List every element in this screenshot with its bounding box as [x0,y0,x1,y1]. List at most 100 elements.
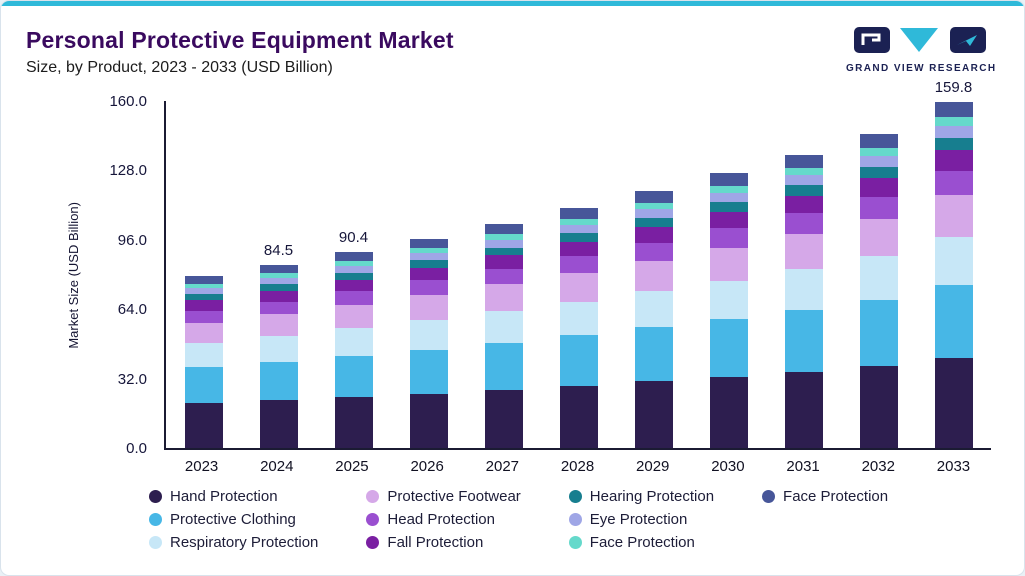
bar-stack [184,276,223,448]
x-tick-label: 2031 [786,458,820,475]
accent-strip [1,1,1024,6]
legend-color-dot [366,513,380,526]
bar-segment [259,336,298,362]
bar-segment [859,300,898,367]
bar-segment [334,272,373,280]
bar-segment [709,247,748,281]
bar-segment [259,314,298,337]
bar-segment [784,175,823,186]
bar-segment [409,253,448,261]
page-subtitle: Size, by Product, 2023 - 2033 (USD Billi… [26,59,333,76]
legend-item: Protective Footwear [366,488,521,505]
x-tick-label: 2023 [184,458,219,475]
bar-segment [709,211,748,229]
bar-segment [484,247,523,256]
bar-segment [484,268,523,285]
bar-segment [334,252,373,261]
bar-segment [559,256,598,273]
y-tick-label: 128.0 [109,162,147,180]
bar-segment [634,209,673,219]
legend-label: Face Protection [589,534,695,551]
bar-segment [634,327,673,382]
bar-segment [484,284,523,312]
bar-2026 [391,101,466,448]
bar-segment [784,310,823,372]
bar-stack [934,101,973,448]
bar-segment [784,167,823,176]
bar-segment [784,233,823,269]
bar-segment [334,260,373,266]
bar-segment [859,366,898,448]
bar-segment [709,228,748,248]
y-axis-title: Market Size (USD Billion) [65,202,81,349]
legend-item: Eye Protection [568,511,714,528]
bar-segment [334,279,373,292]
plot-bars: 84.5 90.4 159.8 [164,79,991,450]
bar-segment [859,196,898,219]
bar-2032 [841,101,916,448]
bar-segment [934,170,973,195]
bar-segment [634,260,673,292]
bar-segment [409,393,448,448]
legend-item: Hand Protection [149,488,318,505]
y-tick-label: 64.0 [117,301,147,319]
bar-segment [934,125,973,138]
bar-segment [859,147,898,156]
bar-total-label: 90.4 [338,229,369,247]
bar-2024: 84.5 [241,101,316,448]
bar-segment [934,285,973,358]
bar-segment [259,400,298,448]
legend-item: Hearing Protection [568,488,714,505]
bar-segment [634,191,673,203]
bar-2028 [541,101,616,448]
bar-segment [559,218,598,225]
bar-segment [634,202,673,210]
bar-segment [484,234,523,240]
bar-2023 [166,101,241,448]
legend-color-dot [366,536,380,549]
legend-item: Protective Clothing [149,511,318,528]
bar-segment [259,264,298,273]
bar-2031 [766,101,841,448]
bar-segment [409,295,448,321]
legend-item: Respiratory Protection [149,534,318,551]
bar-segment [634,227,673,243]
bar-segment [334,265,373,273]
legend-item: Face Protection [568,534,714,551]
grand-view-research-logo: GRAND VIEW RESEARCH [846,25,996,74]
bar-segment [559,385,598,448]
bar-segment [334,291,373,305]
bar-segment [484,255,523,269]
bar-segment [184,300,223,311]
bar-segment [484,239,523,248]
bar-stack [859,133,898,448]
bar-segment [334,355,373,397]
bar-stack [334,252,373,448]
bar-segment [559,301,598,336]
legend-label: Protective Footwear [387,488,521,505]
bar-segment [184,310,223,323]
bar-segment [934,358,973,448]
bar-segment [484,342,523,390]
bar-segment [484,311,523,343]
bar-segment [259,290,298,302]
bar-stack [709,173,748,448]
bar-segment [859,155,898,167]
bar-segment [259,361,298,401]
bar-segment [409,320,448,350]
bar-segment [184,283,223,289]
legend-color-dot [762,490,776,503]
bar-total-label: 159.8 [934,78,973,96]
bar-segment [184,403,223,448]
bar-stack [484,223,523,448]
bar-2025: 90.4 [316,101,391,448]
bar-2033: 159.8 [916,79,991,448]
bar-segment [934,194,973,237]
y-tick-label: 96.0 [117,231,147,249]
bar-segment [334,328,373,356]
bar-segment [559,224,598,234]
bar-segment [784,371,823,448]
x-tick-label: 2033 [936,458,971,475]
bar-segment [259,277,298,285]
bar-segment [559,241,598,257]
